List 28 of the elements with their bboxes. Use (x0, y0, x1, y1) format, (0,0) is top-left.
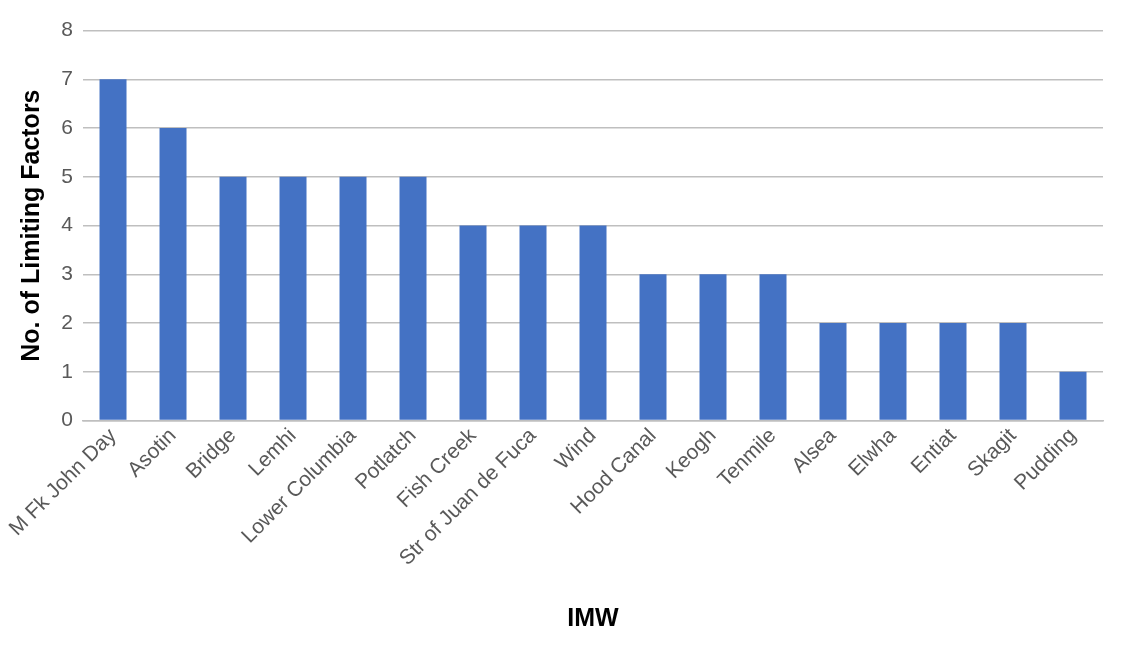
bar (639, 274, 667, 420)
bar (399, 176, 427, 420)
y-axis-title: No. of Limiting Factors (16, 89, 45, 362)
bar (819, 323, 847, 420)
bar (699, 274, 727, 420)
y-tick-label: 7 (61, 66, 74, 90)
bar (279, 176, 307, 420)
y-tick-label: 3 (61, 261, 74, 285)
y-tick-label: 0 (61, 407, 74, 431)
bar (939, 323, 967, 420)
bar (1059, 371, 1087, 420)
y-tick-label: 5 (61, 163, 74, 187)
bar (519, 225, 547, 420)
bar (339, 176, 367, 420)
y-tick-label: 8 (61, 17, 74, 41)
bar (219, 176, 247, 420)
y-tick-label: 4 (61, 212, 74, 236)
y-tick-label: 1 (61, 358, 74, 382)
bar (579, 225, 607, 420)
bar (999, 323, 1027, 420)
bar (879, 323, 907, 420)
y-tick-label: 2 (61, 309, 74, 333)
bar (99, 79, 127, 420)
x-axis-title: IMW (567, 602, 620, 631)
bar (759, 274, 787, 420)
bar (459, 225, 487, 420)
y-tick-label: 6 (61, 114, 74, 138)
bar (159, 128, 187, 420)
